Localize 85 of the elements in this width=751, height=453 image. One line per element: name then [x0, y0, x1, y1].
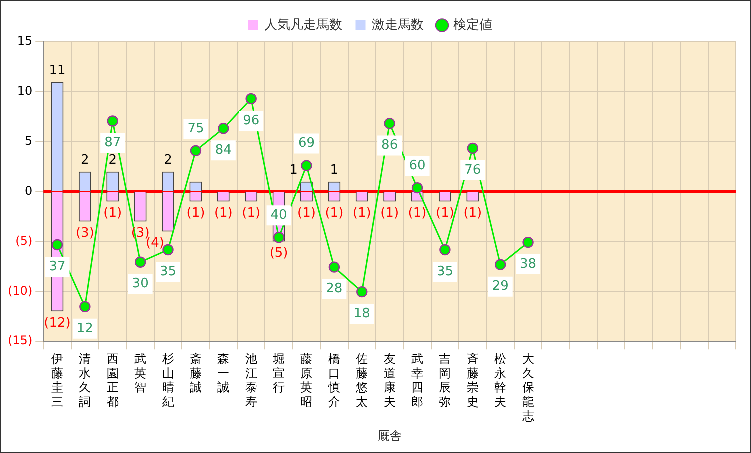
x-tick-label: 友道康夫 — [384, 352, 396, 410]
data-label: 76 — [464, 162, 482, 178]
y-tick-label: 0 — [24, 184, 33, 198]
data-label: 75 — [188, 121, 204, 136]
legend-label: 激走馬数 — [372, 18, 424, 33]
data-label: 60 — [409, 158, 426, 174]
x-tick-label: 斎藤誠 — [190, 352, 202, 395]
data-label: 29 — [492, 279, 509, 294]
x-axis-title: 厩舎 — [378, 428, 402, 443]
data-label: 35 — [160, 264, 177, 280]
data-label: (1) — [380, 206, 400, 222]
data-label: 86 — [382, 138, 398, 154]
data-label: 11 — [49, 63, 66, 78]
x-tick-label: 森一誠 — [218, 352, 230, 395]
data-label: (3) — [76, 226, 94, 242]
data-label: 84 — [215, 143, 232, 158]
data-label: 18 — [354, 306, 370, 322]
point — [273, 232, 285, 244]
point — [412, 182, 424, 194]
point — [356, 286, 368, 298]
point — [52, 239, 64, 251]
data-label: (1) — [325, 206, 344, 222]
data-label: 96 — [243, 113, 260, 128]
data-label: 1 — [330, 163, 339, 178]
x-tick-label: 伊藤圭三 — [51, 352, 64, 410]
point — [162, 244, 174, 256]
data-label: 69 — [298, 136, 316, 152]
data-label: 35 — [436, 264, 454, 280]
point — [494, 259, 506, 270]
data-label: 2 — [164, 153, 172, 168]
point — [107, 116, 118, 127]
y-tick-label: 5 — [24, 134, 33, 148]
x-tick-label: 清水久詞 — [79, 352, 92, 410]
data-label: 2 — [81, 153, 90, 168]
x-tick-label: 吉岡辰弥 — [439, 352, 452, 410]
data-label: 40 — [270, 208, 288, 223]
data-label: (1) — [464, 206, 482, 222]
point — [246, 93, 257, 105]
y-tick-label: (5) — [16, 234, 33, 248]
data-label: 30 — [132, 276, 149, 292]
x-tick-label: 武幸四郎 — [412, 352, 424, 410]
data-label: 38 — [520, 256, 537, 272]
data-label: (1) — [214, 206, 233, 222]
data-label: (1) — [436, 206, 454, 222]
legend-label: 検定値 — [453, 18, 492, 33]
x-tick-label: 大久保龍志 — [522, 352, 534, 424]
data-label: (5) — [270, 246, 288, 262]
point — [384, 118, 396, 130]
x-tick-label: 池江泰寿 — [245, 352, 258, 410]
point — [328, 262, 340, 273]
data-label: (1) — [242, 206, 261, 222]
data-label: (1) — [186, 206, 206, 222]
x-tick-label: 斉藤崇史 — [466, 352, 479, 410]
data-label: 28 — [326, 282, 343, 297]
data-label: 1 — [290, 163, 298, 178]
point — [301, 160, 312, 172]
x-tick-label: 武英智 — [134, 352, 147, 395]
point — [522, 236, 534, 248]
data-label: 2 — [108, 153, 118, 168]
data-label: (1) — [408, 206, 427, 222]
legend-label: 人気凡走馬数 — [264, 18, 342, 33]
data-label: (1) — [352, 206, 372, 222]
data-label: 87 — [104, 136, 122, 151]
x-tick-label: 堀宣行 — [272, 352, 286, 395]
data-label: (1) — [298, 206, 316, 222]
y-tick-label: 15 — [17, 34, 33, 48]
data-label: (12) — [44, 316, 71, 332]
y-tick-label: (10) — [8, 284, 33, 298]
y-tick-label: (15) — [8, 334, 33, 348]
x-tick-label: 佐藤悠太 — [355, 352, 368, 410]
x-tick-label: 藤原英昭 — [300, 352, 313, 410]
data-label: 37 — [49, 259, 66, 274]
x-tick-label: 橋口慎介 — [327, 352, 340, 410]
point — [190, 145, 202, 157]
point — [467, 142, 478, 154]
x-tick-label: 杉山晴紀 — [161, 352, 174, 410]
x-tick-label: 西園正都 — [106, 352, 119, 410]
x-tick-label: 松永幹夫 — [494, 352, 507, 410]
point — [80, 301, 91, 313]
y-tick-label: 10 — [17, 84, 33, 98]
data-label: (1) — [104, 206, 122, 222]
point — [134, 256, 146, 268]
point — [218, 123, 230, 134]
point — [440, 244, 451, 256]
data-label: 12 — [76, 321, 94, 336]
